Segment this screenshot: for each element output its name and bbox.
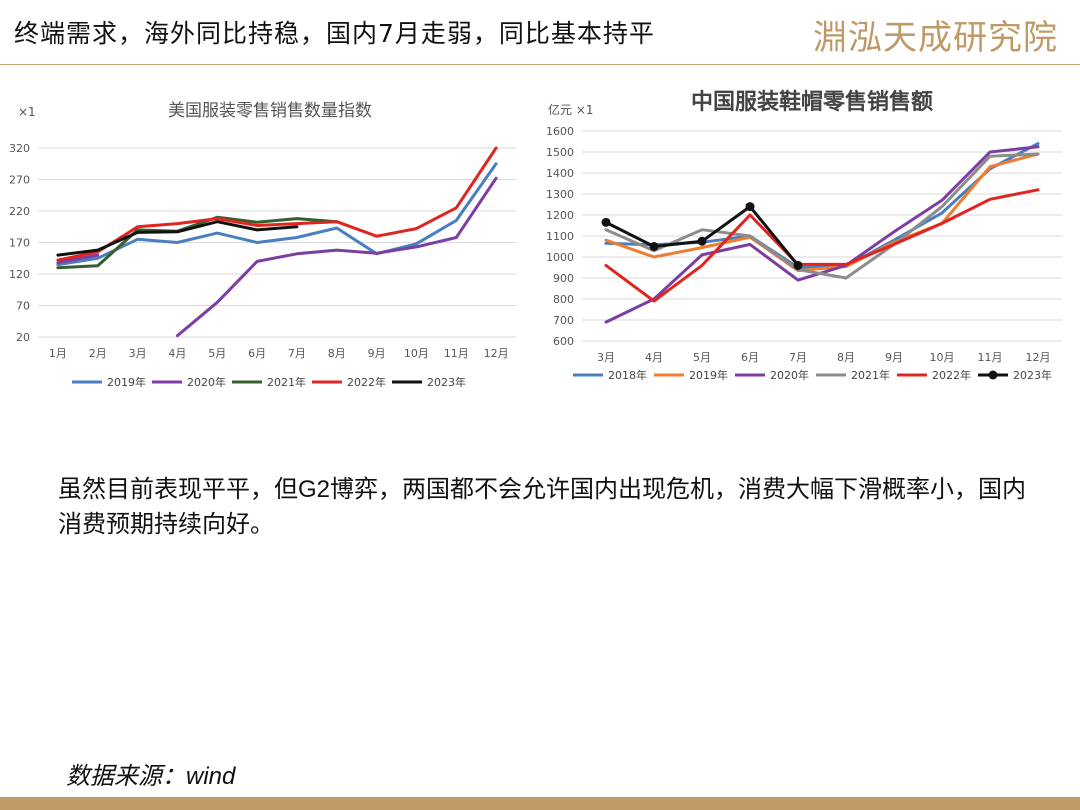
x-tick-label: 2月 [89,347,107,360]
y-tick-label: 1400 [546,167,574,180]
x-tick-label: 9月 [368,347,386,360]
legend-item: 2021年 [816,368,890,382]
data-point [649,242,659,251]
x-tick-label: 12月 [1026,351,1051,364]
series-line-2019年 [604,152,1040,273]
header-divider [0,64,1080,65]
x-tick-label: 1月 [49,347,67,360]
x-tick-label: 6月 [741,351,759,364]
slide-title: 终端需求，海外同比持稳，国内7月走弱，同比基本持平 [14,19,655,48]
y-tick-label: 70 [16,300,30,313]
x-tick-label: 10月 [404,347,429,360]
data-point [601,217,611,227]
y-tick-label: 120 [9,268,30,281]
legend-label: 2020年 [187,375,226,389]
data-point [697,236,707,246]
legend-label: 2022年 [347,375,386,389]
y-tick-label: 320 [9,142,30,155]
series-line-2018年 [604,142,1040,269]
x-tick-label: 7月 [288,347,306,360]
legend-item: 2019年 [72,375,146,389]
legend-label: 2020年 [770,368,809,382]
legend-marker [988,370,998,380]
x-tick-label: 3月 [597,351,615,364]
y-tick-label: 1300 [546,188,574,201]
body-paragraph: 虽然目前表现平平，但G2博弈，两国都不会允许国内出现危机，消费大幅下滑概率小，国… [58,476,1027,538]
y-tick-label: 220 [9,205,30,218]
slide-header: 终端需求，海外同比持稳，国内7月走弱，同比基本持平 淵泓天成研究院 [0,0,1080,64]
legend-label: 2023年 [1013,368,1052,382]
x-tick-label: 10月 [930,351,955,364]
series-line-2022年 [604,188,1040,303]
us-apparel-index-chart: 美国服装零售销售数量指数 ×1 20 70 120 170 220 270 320 1月 2月 3月 4… [9,101,516,389]
series-line-2019年 [56,162,498,267]
legend-label: 2021年 [267,375,306,389]
series-line-2020年 [56,253,100,265]
x-tick-label: 7月 [789,351,807,364]
legend-label: 2022年 [932,368,971,382]
x-tick-label: 4月 [168,347,186,360]
data-point [745,202,755,212]
x-tick-label: 5月 [208,347,226,360]
y-tick-label: 1200 [546,209,574,222]
legend-item: 2020年 [735,368,809,382]
legend-item: 2019年 [654,368,728,382]
chart-title: 美国服装零售销售数量指数 [168,101,372,121]
x-tick-label: 8月 [328,347,346,360]
series-line-2020年 [175,176,498,338]
y-tick-label: 600 [553,335,574,348]
legend-label: 2018年 [608,368,647,382]
legend-label: 2019年 [689,368,728,382]
y-tick-label: 1600 [546,125,574,138]
unit-label: 亿元 ×1 [548,102,594,117]
brand-logo: 淵泓天成研究院 [813,18,1058,58]
y-tick-label: 1000 [546,251,574,264]
legend-label: 2021年 [851,368,890,382]
legend-item: 2021年 [232,375,306,389]
chart-title: 中国服装鞋帽零售销售额 [691,89,933,115]
y-tick-label: 700 [553,314,574,327]
x-tick-label: 5月 [693,351,711,364]
y-tick-label: 1500 [546,146,574,159]
y-tick-label: 1100 [546,230,574,243]
y-tick-label: 900 [553,272,574,285]
y-tick-label: 270 [9,174,30,187]
legend-item: 2020年 [152,375,226,389]
series-line-2021年 [56,215,339,270]
x-tick-label: 4月 [645,351,663,364]
x-tick-label: 6月 [248,347,266,360]
legend-item: 2023年 [978,368,1052,382]
y-tick-label: 800 [553,293,574,306]
legend-item: 2022年 [312,375,386,389]
data-point [793,260,803,270]
x-tick-label: 8月 [837,351,855,364]
x-tick-label: 11月 [444,347,469,360]
y-tick-label: 170 [9,237,30,250]
legend-item: 2018年 [573,368,647,382]
footer-bar [0,797,1080,810]
legend-item: 2022年 [897,368,971,382]
unit-label: ×1 [18,105,36,119]
legend-label: 2019年 [107,375,146,389]
legend-label: 2023年 [427,375,466,389]
series-line-2022年 [56,146,498,262]
series-line-2023年 [56,220,299,257]
x-tick-label: 11月 [978,351,1003,364]
legend-item: 2023年 [392,375,466,389]
y-tick-label: 20 [16,331,30,344]
x-tick-label: 12月 [484,347,509,360]
x-tick-label: 3月 [129,347,147,360]
data-source-note: 数据来源：wind [66,763,236,790]
series-line-2021年 [604,152,1040,280]
x-tick-label: 9月 [885,351,903,364]
